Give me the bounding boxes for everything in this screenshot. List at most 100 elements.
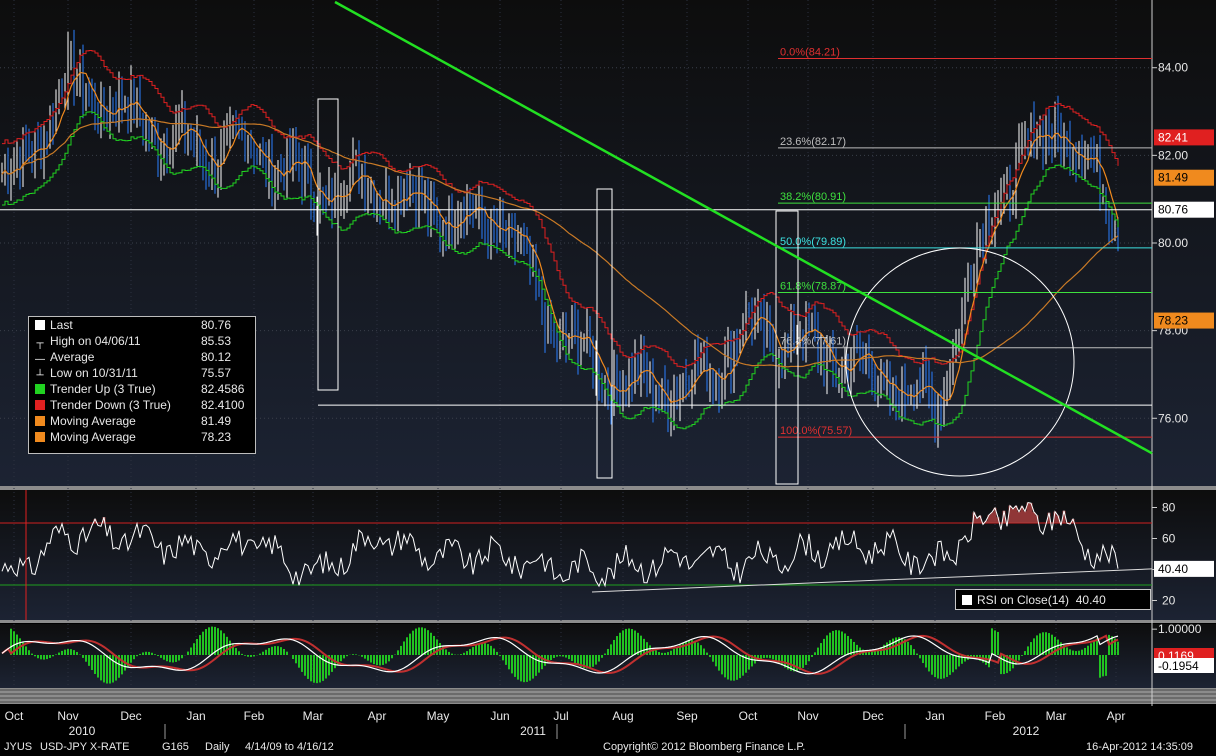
legend-label: High on 04/06/11	[50, 334, 141, 348]
trender-up-line	[2, 111, 1119, 430]
price-value-tag	[1154, 129, 1214, 146]
x-month-label: Apr	[1107, 709, 1126, 723]
price-ytick-label: 82.00	[1158, 148, 1188, 162]
footer-security-id: G165	[162, 741, 189, 753]
x-year-label: 2010	[69, 724, 96, 738]
moving-average-long	[1, 118, 1119, 368]
legend-value: 85.53	[201, 334, 232, 348]
legend-value: 82.4100	[201, 398, 245, 412]
footer-copyright: Copyright© 2012 Bloomberg Finance L.P.	[603, 741, 806, 753]
legend-swatch	[35, 416, 45, 426]
osc-value-tag-label: -0.1954	[1158, 659, 1199, 673]
legend-label: Last	[50, 318, 73, 332]
footer-period: Daily	[205, 741, 230, 753]
rsi-ytick-label: 60	[1162, 532, 1176, 546]
price-value-tag-label: 80.76	[1158, 203, 1188, 217]
legend-value: 80.76	[201, 318, 232, 332]
x-month-label: Jan	[186, 709, 205, 723]
legend-row: — Average 80.12	[29, 349, 255, 365]
rsi-line	[1, 501, 1119, 588]
highlight-box	[317, 98, 339, 391]
x-month-label: Aug	[612, 709, 633, 723]
legend-swatch	[35, 400, 45, 410]
price-value-tag-label: 82.41	[1158, 130, 1188, 144]
high-marker-icon: ┬	[36, 338, 44, 349]
footer-date-range: 4/14/09 to 4/16/12	[245, 741, 334, 753]
price-ytick-label: 76.00	[1158, 411, 1188, 425]
x-month-label: Oct	[739, 709, 758, 723]
moving-average-short	[1, 71, 1119, 404]
panel-separator	[0, 688, 1216, 704]
rsi-value-tag	[1154, 560, 1214, 577]
x-month-label: Sep	[676, 709, 698, 723]
rsi-legend-value: 40.40	[1075, 593, 1106, 607]
legend-value: 78.23	[201, 430, 232, 444]
fib-level-label: 76.4%(77.61)	[780, 336, 846, 348]
price-value-tag	[1154, 169, 1214, 186]
fib-level-label: 100.0%(75.57)	[780, 425, 852, 437]
legend-row: Moving Average 81.49	[29, 413, 255, 429]
x-year-label: 2012	[1013, 724, 1040, 738]
x-month-label: Apr	[368, 709, 387, 723]
price-ytick-label: 80.00	[1158, 236, 1188, 250]
rsi-panel: 8060402040.40	[0, 490, 1214, 620]
legend-row: Trender Up (3 True) 82.4586	[29, 381, 255, 397]
price-value-tag-label: 81.49	[1158, 171, 1188, 185]
x-axis: Oct Nov Dec Jan Feb Mar Apr May Jun Jul Aug Sep Oct N…	[0, 706, 1216, 739]
legend-label: Trender Up (3 True)	[50, 382, 156, 396]
legend-swatch	[35, 320, 45, 330]
price-ytick-label: 84.00	[1158, 61, 1188, 75]
highlight-circle	[845, 247, 1075, 477]
fib-level-label: 23.6%(82.17)	[780, 136, 846, 148]
fib-level-label: 61.8%(78.87)	[780, 281, 846, 293]
price-value-tag	[1154, 312, 1214, 329]
x-axis-bg	[0, 706, 1216, 739]
legend-value: 80.12	[201, 350, 232, 364]
x-month-label: Oct	[5, 709, 24, 723]
legend-row: Trender Down (3 True) 82.4100	[29, 397, 255, 413]
legend-label: Moving Average	[50, 414, 136, 428]
x-month-label: Dec	[862, 709, 883, 723]
legend-label: Average	[50, 350, 95, 364]
x-month-label: Feb	[244, 709, 265, 723]
x-month-label: Mar	[303, 709, 324, 723]
osc-ytick-label: 1.00000	[1158, 622, 1202, 636]
rsi-legend-swatch	[962, 595, 972, 605]
fib-level-label: 0.0%(84.21)	[780, 47, 840, 59]
x-month-label: Jun	[490, 709, 509, 723]
legend-label: Trender Down (3 True)	[50, 398, 171, 412]
legend-value: 82.4586	[201, 382, 245, 396]
fib-level-label: 50.0%(79.89)	[780, 236, 846, 248]
legend-value: 81.49	[201, 414, 232, 428]
low-marker-icon: ┴	[36, 370, 44, 381]
x-year-label: 2011	[520, 724, 546, 738]
price-value-tag-label: 78.23	[1158, 314, 1188, 328]
legend-row: Moving Average 78.23	[29, 429, 255, 445]
price-value-tag	[1154, 201, 1214, 218]
x-month-label: Mar	[1046, 709, 1067, 723]
rsi-ytick-label: 20	[1162, 594, 1176, 608]
x-month-label: Feb	[985, 709, 1006, 723]
x-month-label: Nov	[57, 709, 78, 723]
fib-level-label: 38.2%(80.91)	[780, 191, 846, 203]
footer-instrument: USD-JPY X-RATE	[40, 741, 130, 753]
legend-label: Low on 10/31/11	[50, 366, 138, 380]
rsi-ytick-label: 80	[1162, 501, 1176, 515]
rsi-trendline	[591, 568, 1153, 593]
x-month-label: May	[427, 709, 450, 723]
panel-separator	[0, 620, 1216, 623]
legend-label: Moving Average	[50, 430, 136, 444]
x-month-label: Jan	[925, 709, 944, 723]
panel-separator	[0, 486, 1216, 490]
footer-timestamp: 16-Apr-2012 14:35:09	[1086, 741, 1194, 753]
trender-down-line	[2, 50, 1119, 368]
x-month-label: Dec	[120, 709, 141, 723]
x-month-label: Jul	[553, 709, 568, 723]
legend-row: ┴ Low on 10/31/11 75.57	[29, 365, 255, 381]
rsi-overbought-fill	[93, 502, 1075, 523]
price-panel: 0.0%(84.21) 23.6%(82.17) 38.2%(80.91) 50.0%…	[0, 0, 1214, 485]
legend-row: ┬ High on 04/06/11 85.53	[29, 333, 255, 349]
rsi-legend-label: RSI on Close(14)	[977, 593, 1070, 607]
legend-value: 75.57	[201, 366, 232, 380]
